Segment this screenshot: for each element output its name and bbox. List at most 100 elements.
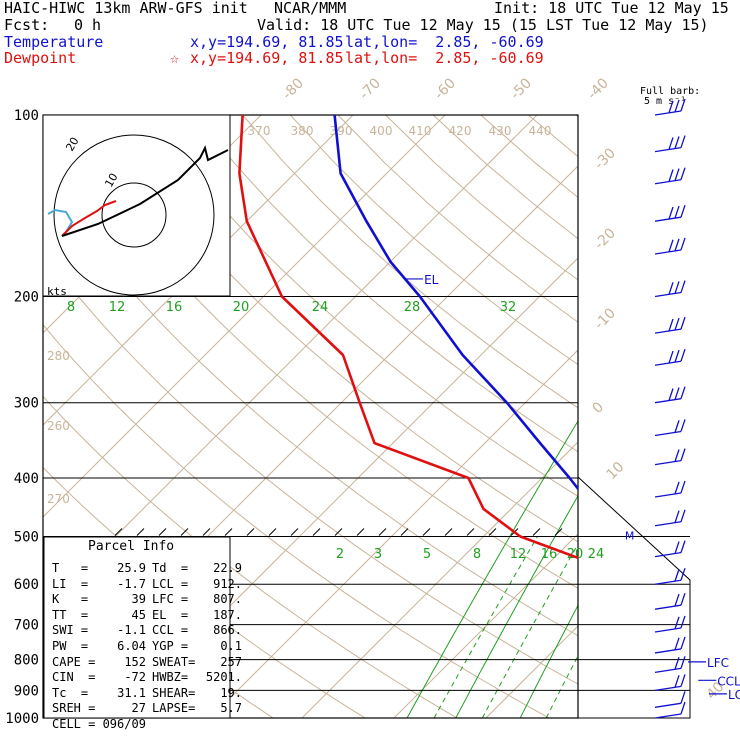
wind-barb-shaft: [654, 291, 682, 298]
wind-barb-flag: [668, 239, 674, 252]
mixing-ratio-label: 20: [233, 300, 250, 315]
barb-note-2: 5 m s⁻¹: [644, 96, 687, 107]
wind-barb-flag: [674, 349, 680, 363]
wind-barb-flag: [674, 481, 680, 495]
hatch-mark: [268, 528, 277, 536]
wind-barb-flag: [668, 388, 674, 401]
wind-barb: [654, 98, 686, 116]
dry-adiabat-line: [43, 176, 578, 637]
isotherm-label: 0: [590, 399, 608, 417]
mixing-ratio-line: [455, 494, 578, 718]
parcel-param-value: -1.7: [117, 576, 146, 591]
parcel-param-label: CAPE =: [52, 654, 96, 669]
theta-label: 410: [409, 124, 432, 138]
model-title: HAIC-HIWC 13km ARW-GFS init: [4, 0, 248, 17]
theta-label: 380: [291, 124, 314, 138]
wind-barb-flag: [680, 349, 686, 362]
dewpoint-xy: x,y=194.69, 81.85: [190, 49, 344, 67]
hatch-mark: [400, 528, 409, 536]
hatch-mark: [290, 528, 299, 536]
wind-barb-flag: [680, 167, 686, 180]
wind-barb: [654, 167, 686, 185]
parcel-param-value: 31.1: [117, 685, 146, 700]
hatch-mark: [180, 528, 189, 536]
isotherm-line: [43, 115, 354, 426]
wind-barb-shaft: [654, 685, 682, 692]
wind-barb-flag: [680, 386, 686, 399]
wind-barb-flag: [680, 448, 686, 461]
pressure-tick-label: 300: [14, 396, 39, 412]
wind-barb-flag: [674, 541, 680, 554]
wind-barb-shaft: [654, 713, 682, 719]
dry-adiabat-line: [289, 115, 578, 366]
wind-barb-flag: [674, 593, 680, 607]
isotherm-line: [43, 115, 538, 610]
wind-barb: [654, 135, 686, 153]
isotherm-label: -60: [432, 75, 459, 102]
wind-barb: [654, 316, 686, 334]
temperature-latlon: lat,lon= 2.85, -60.69: [345, 33, 544, 51]
mixing-ratio-label: 12: [109, 300, 126, 315]
isotherm-line: [43, 115, 446, 518]
parcel-param-label: CCL =: [152, 623, 189, 638]
dry-adiabat-line: [43, 251, 578, 685]
wind-barb-shaft: [654, 551, 682, 558]
wind-barb-flag: [680, 540, 686, 553]
wind-barb-shaft: [654, 702, 682, 708]
parcel-param-value: 0.1: [220, 639, 242, 653]
parcel-param-value: 25.9: [117, 561, 146, 575]
wind-barb: [654, 280, 686, 298]
wind-barb-flag: [680, 615, 686, 629]
hatch-mark: [224, 528, 233, 536]
parcel-param-value: -72: [124, 670, 146, 685]
wind-barb-shaft: [654, 459, 682, 466]
mixing-ratio-line: [406, 420, 578, 718]
mixing-ratio-label: 5: [423, 547, 431, 562]
mixing-ratio-label: 16: [541, 547, 558, 562]
parcel-param-label: LCL =: [152, 576, 189, 591]
parcel-param-value: 5201.: [205, 670, 242, 685]
isotherm-label: -50: [508, 75, 535, 102]
mixing-ratio-label: 3: [374, 547, 382, 562]
hatch-mark: [444, 528, 453, 536]
wind-barb: [654, 701, 686, 719]
mixing-ratio-label: 20: [567, 547, 584, 562]
wind-barb-flag: [668, 137, 674, 150]
wind-barb-shaft: [654, 146, 682, 153]
dry-adiabat-line: [719, 115, 740, 718]
wind-barb-shaft: [654, 604, 682, 610]
wind-barb: [654, 480, 686, 498]
wind-barb-flag: [680, 656, 686, 669]
parcel-param-label: YGP =: [152, 639, 189, 653]
theta-label: 280: [47, 349, 70, 363]
lcl-label: LCL: [728, 688, 740, 702]
pressure-tick-label: 600: [14, 577, 39, 593]
wind-barbs: [654, 98, 686, 719]
parcel-param-label: PW =: [52, 639, 89, 653]
hodograph-trace: [47, 145, 229, 237]
wind-barb-flag: [674, 238, 680, 252]
wind-barb-flag: [680, 237, 686, 251]
wind-barb-flag: [668, 350, 674, 364]
wind-barb-flag: [680, 691, 686, 704]
wind-barb-flag: [680, 480, 686, 494]
wind-barb-flag: [674, 510, 680, 523]
pressure-tick-label: 700: [14, 618, 39, 634]
wind-barb: [654, 674, 686, 692]
wind-barb-shaft: [654, 430, 682, 437]
saturated-adiabat-line: [433, 536, 538, 718]
dewpoint-latlon: lat,lon= 2.85, -60.69: [345, 49, 544, 67]
barb-panel-frame: [577, 476, 691, 719]
wind-barb-flag: [674, 675, 680, 688]
parcel-param-label: SHEAR=: [152, 685, 196, 700]
dry-adiabat-line: [528, 115, 578, 158]
wind-barb-shaft: [654, 648, 682, 654]
parcel-param-label: Td =: [152, 561, 189, 575]
parcel-param-label: T =: [52, 561, 89, 575]
theta-label: 430: [489, 124, 512, 138]
wind-barb-flag: [680, 135, 686, 148]
wind-barb-shaft: [654, 667, 682, 673]
dewpoint-legend: Dewpoint: [4, 49, 77, 67]
mixing-ratio-label: 8: [67, 300, 75, 315]
wind-barb-flag: [674, 136, 680, 149]
